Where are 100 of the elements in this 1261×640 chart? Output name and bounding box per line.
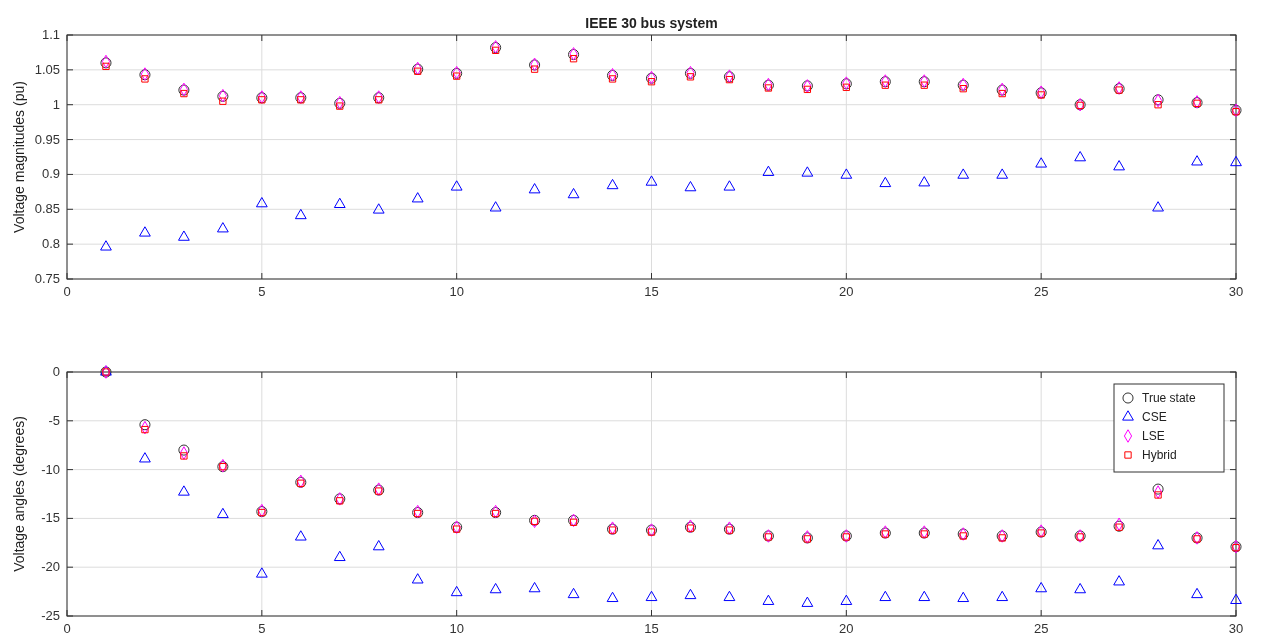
x-tick-label: 30 — [1228, 284, 1244, 299]
point — [1035, 581, 1048, 593]
point — [216, 507, 229, 519]
point — [996, 590, 1009, 602]
point — [801, 166, 814, 177]
point — [879, 176, 892, 188]
point — [723, 590, 736, 602]
point — [333, 197, 346, 209]
point — [180, 452, 188, 460]
legend-label: CSE — [1142, 410, 1167, 424]
x-tick-label: 5 — [258, 284, 266, 299]
x-tick-label: 15 — [644, 284, 659, 299]
x-tick-label: 25 — [1033, 284, 1049, 299]
point — [219, 97, 227, 105]
point — [1230, 155, 1242, 167]
point — [569, 55, 578, 63]
point — [216, 222, 229, 233]
y-tick-label: 1 — [52, 96, 60, 112]
y-tick-label: 0.85 — [34, 201, 60, 217]
point — [100, 240, 112, 251]
y-tick-label: 0.95 — [34, 131, 60, 147]
x-tick-label: 25 — [1033, 621, 1049, 636]
y-tick-label: 0.8 — [41, 236, 60, 252]
point — [606, 591, 619, 603]
y-tick-label: -25 — [41, 608, 60, 623]
x-tick-label: 0 — [63, 621, 71, 636]
point — [645, 590, 658, 602]
point — [996, 168, 1009, 179]
point — [959, 85, 967, 93]
y-axis-title: Voltage magnitudes (pu) — [11, 81, 27, 233]
point — [1074, 582, 1087, 594]
point — [372, 540, 385, 551]
x-tick-label: 20 — [839, 284, 854, 299]
point — [102, 62, 110, 71]
point — [139, 419, 151, 431]
point — [606, 178, 619, 190]
point — [803, 85, 812, 94]
point — [647, 528, 656, 536]
point — [411, 573, 424, 584]
point — [141, 425, 149, 434]
point — [801, 596, 814, 607]
legend-label: LSE — [1142, 429, 1165, 443]
y-tick-label: 0.9 — [41, 166, 60, 182]
point — [918, 590, 931, 602]
point — [879, 590, 892, 602]
point — [141, 75, 149, 83]
x-tick-label: 10 — [449, 284, 464, 299]
point — [957, 591, 970, 603]
x-tick-label: 10 — [449, 621, 464, 636]
point — [294, 208, 307, 220]
point — [686, 73, 695, 81]
y-tick-label: 0 — [52, 364, 60, 379]
point — [1153, 485, 1163, 499]
point — [684, 588, 697, 600]
point — [139, 452, 151, 463]
legend-label: Hybrid — [1142, 448, 1177, 462]
x-tick-label: 30 — [1228, 621, 1244, 636]
point — [450, 180, 463, 191]
point — [372, 203, 385, 214]
point — [918, 176, 931, 187]
point — [1074, 150, 1087, 162]
point — [178, 230, 190, 241]
x-tick-label: 5 — [258, 621, 266, 636]
point — [567, 587, 580, 599]
y-tick-label: -20 — [41, 559, 60, 575]
point — [255, 567, 268, 578]
point — [1113, 575, 1125, 586]
point — [840, 594, 853, 605]
point — [411, 192, 424, 203]
point — [762, 165, 775, 176]
y-tick-label: 1.05 — [34, 61, 60, 77]
point — [528, 581, 541, 593]
y-tick-label: -10 — [41, 461, 60, 477]
point — [258, 96, 266, 104]
point — [1154, 491, 1162, 499]
point — [1230, 593, 1242, 604]
point — [1113, 160, 1125, 171]
x-tick-label: 15 — [644, 621, 659, 636]
legend-label: True state — [1142, 391, 1196, 405]
point — [139, 226, 151, 237]
point — [840, 168, 853, 179]
point — [762, 594, 775, 605]
point — [645, 175, 658, 186]
point — [530, 65, 539, 73]
point — [294, 530, 307, 541]
point — [647, 78, 656, 86]
x-tick-label: 0 — [63, 284, 71, 299]
point — [333, 550, 346, 562]
point — [1152, 539, 1164, 550]
y-axis-title: Voltage angles (degrees) — [11, 416, 27, 572]
point — [178, 485, 190, 496]
point — [684, 180, 697, 192]
point — [255, 197, 268, 208]
point — [567, 187, 580, 199]
point — [1154, 101, 1162, 109]
point — [608, 75, 617, 83]
point — [1191, 587, 1203, 599]
x-tick-label: 20 — [839, 621, 854, 636]
point — [1191, 155, 1203, 166]
point — [178, 444, 190, 456]
